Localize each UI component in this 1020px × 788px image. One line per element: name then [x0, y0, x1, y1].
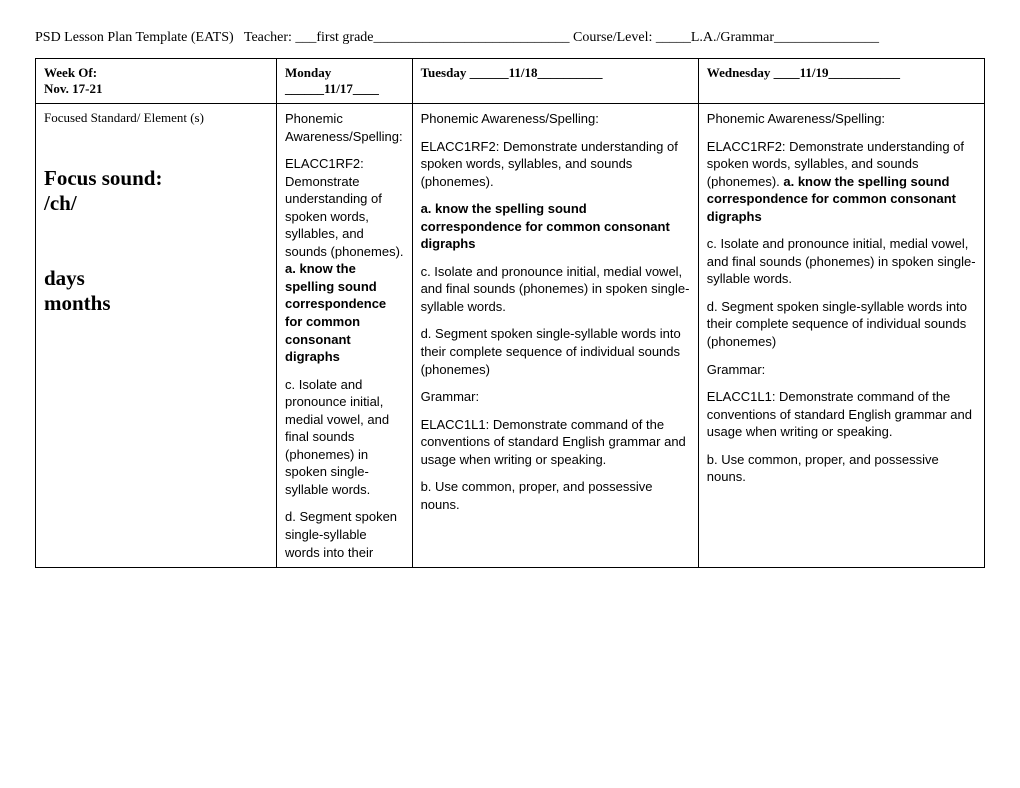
tuesday-p4: c. Isolate and pronounce initial, medial… [421, 263, 690, 316]
focused-standard-label: Focused Standard/ Element (s) [44, 110, 268, 126]
monday-header: Monday ______11/17____ [277, 59, 413, 104]
header-row: Week Of: Nov. 17-21 Monday ______11/17__… [36, 59, 985, 104]
tuesday-cell: Phonemic Awareness/Spelling: ELACC1RF2: … [412, 104, 698, 568]
teacher-label: Teacher: [244, 30, 292, 45]
wednesday-p7: b. Use common, proper, and possessive no… [707, 451, 976, 486]
teacher-value: ___first grade__________________________… [295, 30, 569, 45]
tuesday-p1: Phonemic Awareness/Spelling: [421, 110, 690, 128]
tuesday-p8: b. Use common, proper, and possessive no… [421, 478, 690, 513]
week-value: Nov. 17-21 [44, 81, 103, 96]
monday-p2: ELACC1RF2: Demonstrate understanding of … [285, 155, 404, 366]
template-name: PSD Lesson Plan Template (EATS) [35, 30, 234, 45]
week-label: Week Of: [44, 65, 97, 80]
wednesday-p6: ELACC1L1: Demonstrate command of the con… [707, 388, 976, 441]
wednesday-p5: Grammar: [707, 361, 976, 379]
tuesday-p2: ELACC1RF2: Demonstrate understanding of … [421, 138, 690, 191]
monday-p3: c. Isolate and pronounce initial, medial… [285, 376, 404, 499]
tuesday-p6: Grammar: [421, 388, 690, 406]
tuesday-p7: ELACC1L1: Demonstrate command of the con… [421, 416, 690, 469]
tuesday-header: Tuesday ______11/18__________ [412, 59, 698, 104]
wednesday-p1: Phonemic Awareness/Spelling: [707, 110, 976, 128]
wednesday-header: Wednesday ____11/19___________ [698, 59, 984, 104]
focus-words: days months [44, 266, 268, 316]
row-label-cell: Focused Standard/ Element (s) Focus soun… [36, 104, 277, 568]
week-of-cell: Week Of: Nov. 17-21 [36, 59, 277, 104]
course-value: _____L.A./Grammar_______________ [656, 30, 879, 45]
monday-p4: d. Segment spoken single-syllable words … [285, 508, 404, 561]
wednesday-p4: d. Segment spoken single-syllable words … [707, 298, 976, 351]
tuesday-p5: d. Segment spoken single-syllable words … [421, 325, 690, 378]
lesson-plan-table: Week Of: Nov. 17-21 Monday ______11/17__… [35, 58, 985, 568]
focus-sound: Focus sound: /ch/ [44, 166, 268, 216]
wednesday-p2: ELACC1RF2: Demonstrate understanding of … [707, 138, 976, 226]
monday-p1: Phonemic Awareness/Spelling: [285, 110, 404, 145]
tuesday-p3: a. know the spelling sound correspondenc… [421, 200, 690, 253]
content-row: Focused Standard/ Element (s) Focus soun… [36, 104, 985, 568]
wednesday-cell: Phonemic Awareness/Spelling: ELACC1RF2: … [698, 104, 984, 568]
wednesday-p3: c. Isolate and pronounce initial, medial… [707, 235, 976, 288]
page-header: PSD Lesson Plan Template (EATS) Teacher:… [35, 30, 985, 46]
course-label: Course/Level: [573, 30, 652, 45]
monday-cell: Phonemic Awareness/Spelling: ELACC1RF2: … [277, 104, 413, 568]
